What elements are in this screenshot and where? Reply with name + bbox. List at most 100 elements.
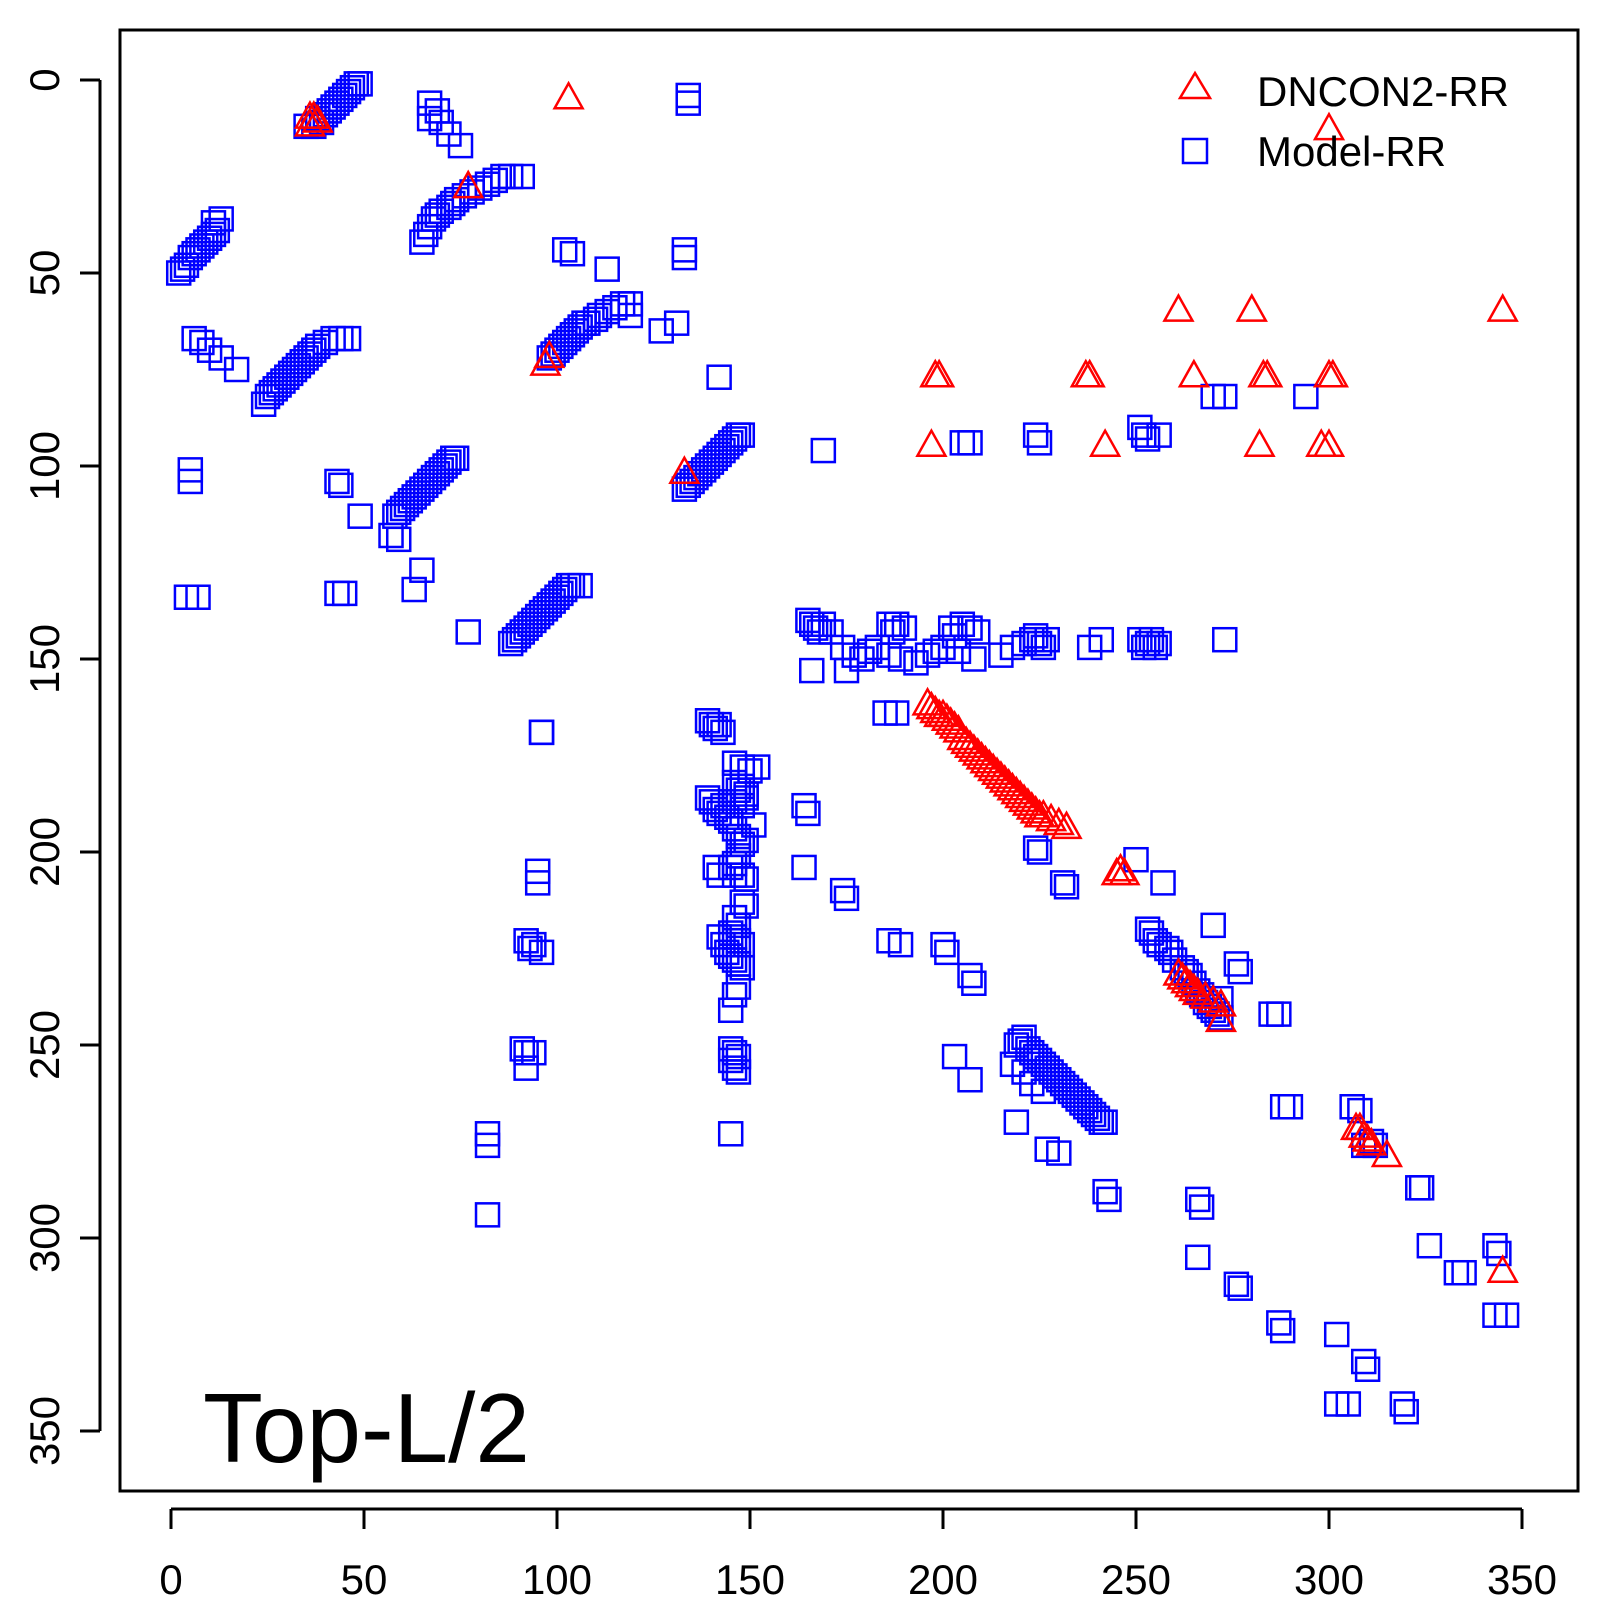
triangle-point — [1181, 976, 1214, 1006]
square-point — [1053, 873, 1080, 900]
triangle-point — [1243, 428, 1276, 457]
square-point — [729, 422, 756, 448]
square-point — [1092, 1109, 1118, 1135]
square-point — [223, 356, 250, 383]
square-point — [964, 619, 991, 645]
triangle-point — [915, 690, 948, 720]
square-point — [1212, 626, 1238, 653]
triangle-point — [1011, 787, 1045, 816]
square-point — [961, 646, 987, 672]
square-point — [528, 719, 555, 746]
legend-marker-dncon2-rr — [1177, 70, 1213, 100]
triangle-point — [1235, 293, 1268, 322]
y-tick-label: 50 — [21, 250, 68, 297]
triangle-point — [1042, 806, 1075, 836]
x-tick-label: 150 — [715, 1556, 785, 1600]
square-point — [1046, 1140, 1072, 1166]
square-point — [567, 572, 593, 599]
triangle-point — [1312, 111, 1346, 141]
square-point — [1185, 1186, 1211, 1213]
square-point — [710, 719, 736, 746]
triangle-point — [1486, 293, 1519, 322]
triangle-point — [980, 756, 1014, 786]
y-tick-label: 100 — [21, 431, 68, 501]
square-point — [887, 931, 914, 958]
square-point — [594, 256, 620, 282]
square-point — [1034, 626, 1060, 653]
square-point — [1200, 912, 1226, 939]
triangle-point — [946, 721, 979, 751]
triangle-point — [977, 752, 1010, 782]
square-point — [941, 1043, 968, 1070]
series-model-rr — [165, 71, 1520, 1425]
square-point — [810, 437, 837, 464]
triangle-point — [1170, 964, 1203, 994]
square-point — [791, 792, 817, 819]
square-point — [436, 449, 462, 475]
square-point — [1142, 634, 1169, 661]
square-point — [706, 364, 732, 390]
square-point — [945, 638, 972, 665]
square-point — [671, 244, 698, 271]
square-point — [328, 472, 354, 499]
triangle-point — [950, 725, 983, 755]
square-point — [725, 823, 752, 850]
square-point — [961, 970, 987, 996]
square-point — [1022, 422, 1049, 448]
square-point — [1266, 1310, 1292, 1336]
x-tick-label: 200 — [908, 1556, 978, 1600]
triangle-point — [992, 767, 1025, 797]
y-tick-label: 0 — [21, 68, 68, 91]
square-point — [1026, 430, 1053, 456]
square-point — [1130, 422, 1157, 448]
square-point — [1185, 1244, 1211, 1271]
square-point — [513, 1055, 539, 1081]
triangle-point — [965, 740, 998, 770]
triangle-point — [1347, 1119, 1380, 1148]
square-point — [795, 800, 821, 827]
triangle-point — [996, 771, 1029, 801]
square-point — [378, 522, 404, 549]
square-point — [1223, 951, 1250, 977]
square-point — [474, 1132, 501, 1159]
square-point — [551, 237, 578, 263]
triangle-point — [1073, 358, 1106, 388]
triangle-point — [953, 729, 987, 759]
square-point — [1003, 1109, 1030, 1135]
square-point — [1022, 835, 1049, 861]
square-point — [802, 615, 829, 641]
square-point — [617, 302, 644, 329]
square-point — [829, 877, 856, 904]
square-point — [1323, 1321, 1350, 1348]
square-point — [1335, 1391, 1362, 1417]
square-point — [833, 657, 860, 684]
triangle-point — [934, 706, 967, 735]
square-point — [409, 557, 435, 583]
square-point — [1269, 1317, 1296, 1344]
triangle-point — [1351, 1122, 1384, 1152]
legend-label-dncon2-rr: DNCON2-RR — [1257, 68, 1509, 115]
triangle-point — [919, 694, 952, 724]
square-point — [1227, 958, 1253, 985]
square-point — [883, 700, 910, 726]
square-point — [856, 638, 883, 665]
square-point — [347, 503, 373, 529]
square-point — [447, 132, 474, 159]
square-point — [725, 1059, 752, 1085]
triangle-point — [1486, 1254, 1519, 1283]
square-point — [528, 939, 555, 966]
x-tick-label: 100 — [522, 1556, 592, 1600]
triangle-point — [1034, 802, 1068, 832]
triangle-point — [1370, 1138, 1404, 1168]
square-point — [744, 754, 771, 780]
triangle-point — [1316, 358, 1349, 388]
square-point — [706, 862, 732, 888]
y-axis: 0 50 100 150 200 250 300 350 — [21, 68, 102, 1466]
square-point — [208, 206, 234, 232]
triangle-point — [923, 358, 956, 388]
triangle-point — [984, 760, 1018, 789]
x-tick-label: 300 — [1294, 1556, 1364, 1600]
square-point — [914, 642, 941, 668]
square-point — [706, 711, 732, 738]
